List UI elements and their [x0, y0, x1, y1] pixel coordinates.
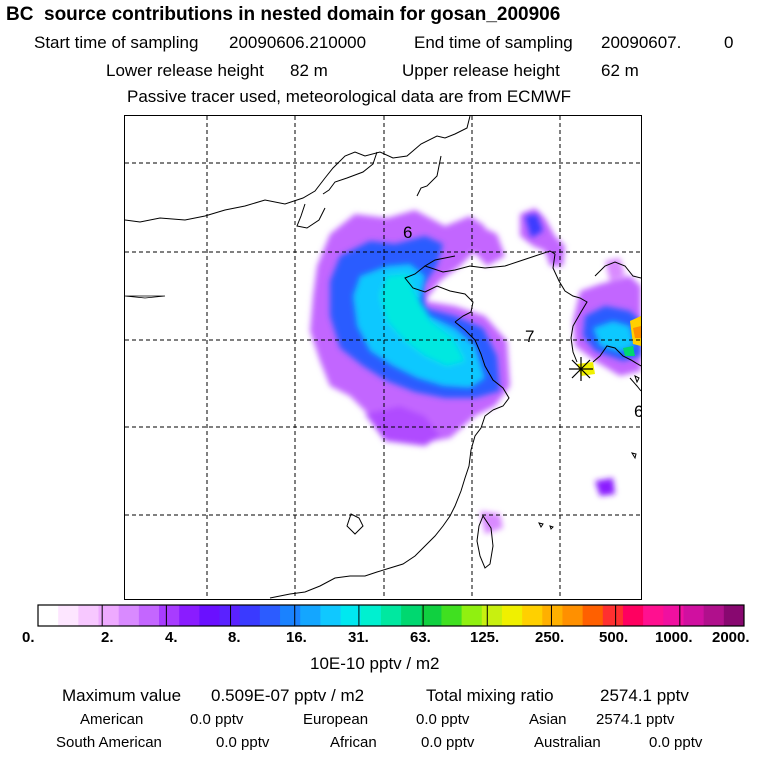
colorbar-cell [58, 605, 79, 626]
lower-height-label: Lower release height [106, 61, 264, 80]
total-mixing-label: Total mixing ratio [426, 686, 554, 705]
colorbar-tick: 2. [101, 629, 114, 646]
colorbar-tick: 4. [165, 629, 178, 646]
colorbar-cell [320, 605, 342, 626]
colorbar-cell [542, 605, 563, 626]
colorbar-cell [522, 605, 543, 626]
colorbar-cell [78, 605, 100, 626]
colorbar-cell [118, 605, 140, 626]
region-value: 0.0 pptv [216, 734, 270, 751]
colorbar-cell [481, 605, 503, 626]
day-label: 6 [403, 223, 413, 242]
colorbar-cell [179, 605, 200, 626]
colorbar-cell [360, 605, 382, 626]
colorbar-tick: 16. [286, 629, 307, 646]
map-canvas [125, 116, 641, 599]
colorbar-tick: 250. [535, 629, 565, 646]
colorbar-cell [562, 605, 584, 626]
colorbar-cell [138, 605, 160, 626]
colorbar-cell [98, 605, 120, 626]
colorbar-units: 10E-10 pptv / m2 [310, 654, 440, 673]
max-value: 0.509E-07 pptv / m2 [211, 686, 365, 705]
colorbar-cell [703, 605, 725, 626]
map-gridlines [125, 116, 641, 599]
region-name: Asian [529, 711, 567, 728]
region-name: South American [56, 734, 162, 751]
colorbar-cell [38, 605, 59, 626]
colorbar-tick: 125. [470, 629, 500, 646]
region-name: European [303, 711, 369, 728]
end-time-suffix: 0 [724, 33, 734, 52]
colorbar-tick: 31. [348, 629, 369, 646]
region-name: Australian [534, 734, 601, 751]
colorbar-tick: 8. [228, 629, 241, 646]
colorbar-cell [461, 605, 483, 626]
colorbar-cell [380, 605, 402, 626]
map-panel: 6 7 6 [124, 115, 642, 600]
colorbar-cell [401, 605, 422, 626]
concentration-plume-core [353, 264, 635, 388]
colorbar-cell [501, 605, 523, 626]
plot-title: BC source contributions in nested domain… [6, 4, 561, 25]
region-name: American [80, 711, 144, 728]
colorbar-cell [582, 605, 604, 626]
colorbar-cell [421, 605, 442, 626]
colorbar-cell [280, 605, 301, 626]
colorbar-cell [441, 605, 463, 626]
colorbar-tick: 500. [599, 629, 629, 646]
colorbar-cell [239, 605, 261, 626]
colorbar-cell [219, 605, 241, 626]
tracer-note: Passive tracer used, meteorological data… [127, 87, 572, 106]
region-value: 0.0 pptv [649, 734, 703, 751]
colorbar-cell [159, 605, 180, 626]
max-value-label: Maximum value [62, 686, 182, 705]
lower-height-value: 82 m [290, 61, 328, 80]
colorbar-tick: 2000. [712, 629, 750, 646]
colorbar-cell [683, 605, 705, 626]
end-time-value: 20090607. [601, 33, 682, 52]
start-time-label: Start time of sampling [34, 33, 199, 52]
day-label: 6 [634, 402, 641, 422]
end-time-label: End time of sampling [414, 33, 573, 52]
colorbar-tick: 63. [410, 629, 431, 646]
colorbar-cell [622, 605, 644, 626]
colorbar-cell [602, 605, 624, 626]
region-value: 2574.1 pptv [596, 711, 675, 728]
region-value: 0.0 pptv [416, 711, 470, 728]
receptor-star-icon [569, 357, 593, 381]
day-label: 7 [525, 327, 535, 346]
region-value: 0.0 pptv [190, 711, 244, 728]
colorbar-cell [723, 605, 745, 626]
colorbar-cell [199, 605, 221, 626]
country-borders [125, 295, 166, 299]
colorbar-cell [663, 605, 684, 626]
region-value: 0.0 pptv [421, 734, 475, 751]
colorbar-cell [643, 605, 664, 626]
colorbar-tick: 1000. [655, 629, 693, 646]
upper-height-value: 62 m [601, 61, 639, 80]
colorbar-cell [300, 605, 321, 626]
region-name: African [330, 734, 377, 751]
upper-height-label: Upper release height [402, 61, 560, 80]
colorbar-cell [340, 605, 362, 626]
total-mixing-value: 2574.1 pptv [600, 686, 689, 705]
colorbar-tick: 0. [22, 629, 35, 646]
start-time-value: 20090606.210000 [229, 33, 367, 52]
colorbar-cell [259, 605, 281, 626]
